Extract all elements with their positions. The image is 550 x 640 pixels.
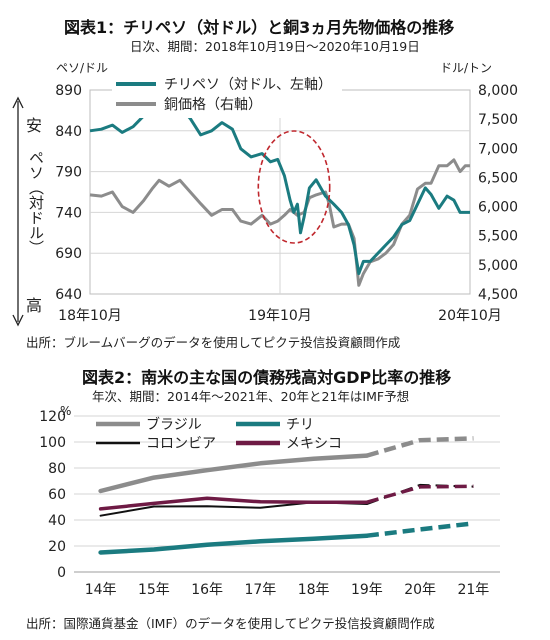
y-tick-label: 40 [48,513,66,529]
legend-label: チリ [286,417,314,433]
chart2-source: 出所：国際通貨基金（IMF）のデータを使用してピクテ投信投資顧問作成 [26,616,435,631]
x-tick-label: 18年10月 [58,308,122,324]
x-tick-label: 20年 [404,582,436,598]
legend-label: 銅価格（右軸） [164,97,262,113]
x-tick-label: 21年 [457,582,489,598]
left-tick-label: 890 [55,83,82,99]
legend-label: メキシコ [286,436,342,452]
left-tick-label: 740 [55,205,82,221]
highlight-ellipse [257,130,331,244]
right-tick-label: 7,500 [478,112,518,128]
left-tick-label: 690 [55,246,82,262]
series-forecast-line [366,484,474,504]
right-tick-label: 8,000 [478,83,518,99]
series-copper-line [89,158,470,287]
right-tick-label: 6,500 [478,170,518,186]
x-tick-label: 19年 [351,582,383,598]
series-line [98,533,370,555]
left-tick-label: 790 [55,165,82,181]
axis-bottom-label: 高 [26,296,43,315]
series-line [98,453,370,494]
x-tick-label: 19年10月 [248,308,312,324]
right-tick-label: 5,500 [478,229,518,245]
x-tick-label: 20年10月 [438,308,502,324]
legend-label: ブラジル [146,416,202,433]
legend-label: コロンビア [146,436,216,452]
chart2-title: 図表2：南米の主な国の債務残高対GDP比率の推移 [82,368,452,387]
x-tick-label: 17年 [244,582,276,598]
series-forecast-line [366,521,474,538]
axis-top-label: 安 [26,116,43,135]
right-tick-label: 7,000 [478,141,518,157]
y-tick-label: 60 [48,487,66,503]
right-tick-label: 6,000 [478,200,518,216]
series-line [98,496,369,511]
legend-background [112,74,342,118]
x-tick-label: 18年 [298,582,330,598]
x-tick-label: 14年 [85,582,117,598]
series-forecast-line [366,436,474,458]
chart2-subtitle: 年次、期間：2014年～2021年、20年と21年はIMF予想 [92,389,410,404]
axis-mid-label: ペソ（対ドル） [27,150,45,255]
y-tick-label: 120 [39,409,66,425]
left-tick-label: 840 [55,124,82,140]
chart1-title: 図表1：チリペソ（対ドル）と銅3ヵ月先物価格の推移 [64,18,455,37]
arrow-head-bottom [12,314,24,327]
chart1-source: 出所：ブルームバーグのデータを使用してピクテ投信投資顧問作成 [26,335,401,350]
y-tick-label: 20 [48,539,66,555]
chart2-unit: % [60,404,72,418]
left-tick-label: 640 [55,287,82,303]
y-tick-label: 0 [57,565,66,581]
x-tick-label: 16年 [191,582,223,598]
chart1-right-unit: ドル/トン [440,61,493,75]
x-tick-label: 15年 [138,582,170,598]
right-tick-label: 5,000 [478,258,518,274]
y-tick-label: 100 [39,435,66,451]
legend-label: チリペソ（対ドル、左軸） [164,77,332,93]
chart1-plot: 890 840 790 740 690 640 8,000 7,500 7,000 6,500 6… [12,74,519,327]
chart1-left-unit: ペソ/ドル [56,61,109,75]
chart1-legend: チリペソ（対ドル、左軸） 銅価格（右軸） [112,74,342,118]
y-tick-label: 80 [48,461,66,477]
arrow-head-top [12,96,24,109]
chart1-subtitle: 日次、期間：2018年10月19日～2020年10月19日 [130,39,420,54]
right-tick-label: 4,500 [478,287,518,303]
